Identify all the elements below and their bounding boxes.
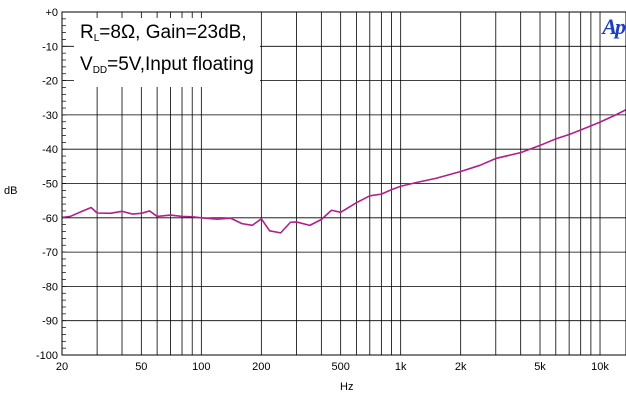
annotation-v-symbol: V xyxy=(80,54,93,75)
annotation-line-1-text: =8Ω, Gain=23dB, xyxy=(99,22,247,43)
plot-frame xyxy=(61,11,626,356)
ap-logo: Ap xyxy=(602,14,626,39)
y-tick-label: +0 xyxy=(45,7,58,19)
annotation-r-symbol: R xyxy=(80,22,94,43)
annotation-line-2: VDD=5V,Input floating xyxy=(80,52,254,84)
x-tick-label: 50 xyxy=(135,361,147,373)
x-tick-label: 5k xyxy=(534,361,546,373)
x-tick-label: 200 xyxy=(252,361,270,373)
y-tick-label: -90 xyxy=(42,316,58,328)
x-axis-label: Hz xyxy=(340,381,353,393)
annotation-v-subscript: DD xyxy=(92,65,108,76)
y-tick-label: -80 xyxy=(42,281,58,293)
x-axis-ticks: 20 50 100 200 500 1k 2k 5k 10k xyxy=(56,361,610,373)
y-tick-label: -40 xyxy=(42,144,58,156)
x-tick-label: 500 xyxy=(331,361,349,373)
x-tick-label: 1k xyxy=(395,361,407,373)
y-axis-label: dB xyxy=(4,185,17,197)
y-axis-ticks: +0 -10 -20 -30 -40 -50 -60 -70 -80 -90 -100 xyxy=(36,7,58,362)
y-tick-label: -70 xyxy=(42,247,58,259)
y-tick-label: -50 xyxy=(42,179,58,191)
chart-annotation: RL=8Ω, Gain=23dB, VDD=5V,Input floating xyxy=(74,18,260,87)
x-tick-label: 2k xyxy=(455,361,467,373)
y-tick-label: -20 xyxy=(42,76,58,88)
x-tick-label: 10k xyxy=(591,361,609,373)
y-tick-label: -60 xyxy=(42,213,58,225)
y-tick-label: -30 xyxy=(42,110,58,122)
series-line-0 xyxy=(61,109,626,234)
annotation-line-2-text: =5V,Input floating xyxy=(107,54,254,75)
annotation-r-subscript: L xyxy=(93,33,100,44)
series-layer xyxy=(61,109,626,234)
x-tick-label: 20 xyxy=(56,361,68,373)
y-tick-label: -10 xyxy=(42,41,58,53)
y-tick-label: -100 xyxy=(36,350,58,362)
annotation-line-1: RL=8Ω, Gain=23dB, xyxy=(80,20,254,52)
x-tick-label: 100 xyxy=(192,361,210,373)
